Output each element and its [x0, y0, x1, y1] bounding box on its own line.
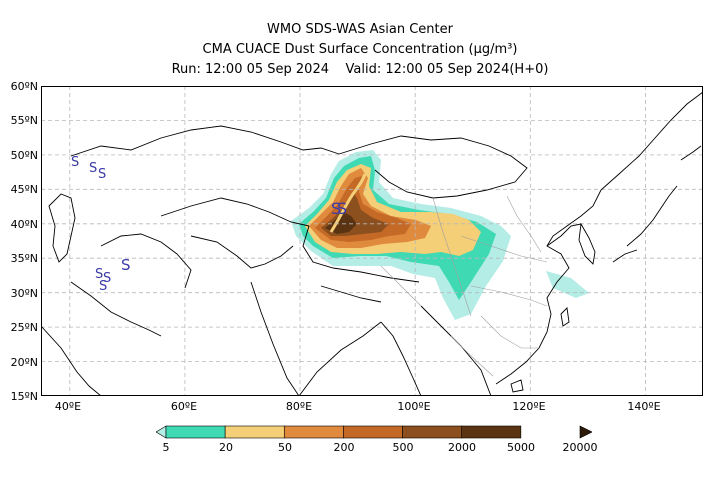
russia-pacific-coast	[600, 91, 703, 191]
lat-label-20: 20ºN	[10, 356, 38, 369]
colorbar-bin	[224, 425, 285, 439]
lat-label-30: 30ºN	[10, 287, 38, 300]
colorbar-bin	[283, 425, 344, 439]
bay-of-bengal-coast	[380, 321, 422, 396]
title-run-valid: Run: 12:00 05 Sep 2024 Valid: 12:00 05 S…	[171, 62, 549, 77]
taiwan	[560, 307, 570, 327]
lat-label-60: 60ºN	[10, 80, 38, 93]
border-india-nepal	[320, 285, 382, 303]
china-coast	[495, 189, 602, 385]
colorbar-label: 5000	[507, 441, 535, 454]
persian-gulf-coast	[70, 281, 162, 337]
station-marker: S	[337, 199, 347, 218]
map-title: WMO SDS-WAS Asian Center CMA CUACE Dust …	[0, 20, 720, 80]
colorbar-label: 5	[162, 441, 170, 454]
lat-label-35: 35ºN	[10, 252, 38, 265]
border-iran	[100, 233, 192, 289]
title-center: WMO SDS-WAS Asian Center	[267, 22, 453, 37]
colorbar-label: 20	[219, 441, 233, 454]
dust-concentration-map: S S S S S S S S S	[41, 86, 703, 396]
colorbar-bin	[343, 425, 403, 439]
colorbar-label: 20000	[562, 441, 598, 454]
station-marker: S	[89, 161, 97, 176]
colorbar-label: 50	[278, 441, 292, 454]
lat-label-45: 45ºN	[10, 183, 38, 196]
station-marker: S	[98, 167, 106, 182]
colorbar-bin	[156, 425, 167, 439]
border-mongolia	[338, 135, 528, 199]
title-product: CMA CUACE Dust Surface Concentration (μg…	[202, 42, 518, 57]
station-marker: S	[71, 155, 79, 170]
station-marker: S	[103, 271, 111, 286]
border-china-west	[302, 225, 420, 283]
colorbar-bin	[402, 425, 463, 439]
india-coast	[250, 281, 382, 396]
lat-label-15: 15ºN	[10, 390, 38, 403]
border-afghanistan	[190, 235, 294, 269]
colorbar	[156, 425, 592, 439]
colorbar-label: 200	[333, 441, 355, 454]
japan-islands	[612, 145, 702, 263]
lat-label-50: 50ºN	[10, 149, 38, 162]
colorbar-bins	[156, 425, 592, 439]
lat-label-55: 55ºN	[10, 114, 38, 127]
station-marker: S	[99, 279, 107, 294]
station-markers: S S S S S S S S S	[71, 155, 347, 294]
station-marker: S	[331, 199, 341, 218]
lon-label-120: 120ºE	[512, 400, 546, 413]
border-kazakh-russia	[70, 125, 340, 157]
dust-plume	[291, 150, 589, 320]
station-marker: S	[121, 256, 131, 274]
plume-core-arc	[329, 173, 367, 233]
map-frame	[41, 86, 703, 396]
hainan	[510, 379, 524, 393]
caspian-sea	[48, 193, 76, 263]
colorbar-bin	[461, 425, 522, 439]
lat-label-25: 25ºN	[10, 321, 38, 334]
border-china-korea	[546, 223, 582, 247]
lon-label-40: 40ºE	[54, 400, 82, 413]
colorbar-bin	[165, 425, 226, 439]
lat-label-40: 40ºN	[10, 218, 38, 231]
lon-label-100: 100ºE	[397, 400, 431, 413]
lon-label-80: 80ºE	[285, 400, 313, 413]
lon-label-140: 140ºE	[627, 400, 661, 413]
plume-layer-5-20-east	[546, 271, 589, 298]
border-central-asia	[160, 197, 310, 227]
korea-coast	[578, 222, 596, 265]
station-marker: S	[95, 267, 103, 282]
arabia-coast	[41, 325, 102, 396]
lon-label-60: 60ºE	[170, 400, 198, 413]
colorbar-bin	[579, 425, 592, 439]
provincial-boundaries	[380, 195, 548, 377]
colorbar-label: 500	[392, 441, 414, 454]
colorbar-label: 2000	[448, 441, 476, 454]
